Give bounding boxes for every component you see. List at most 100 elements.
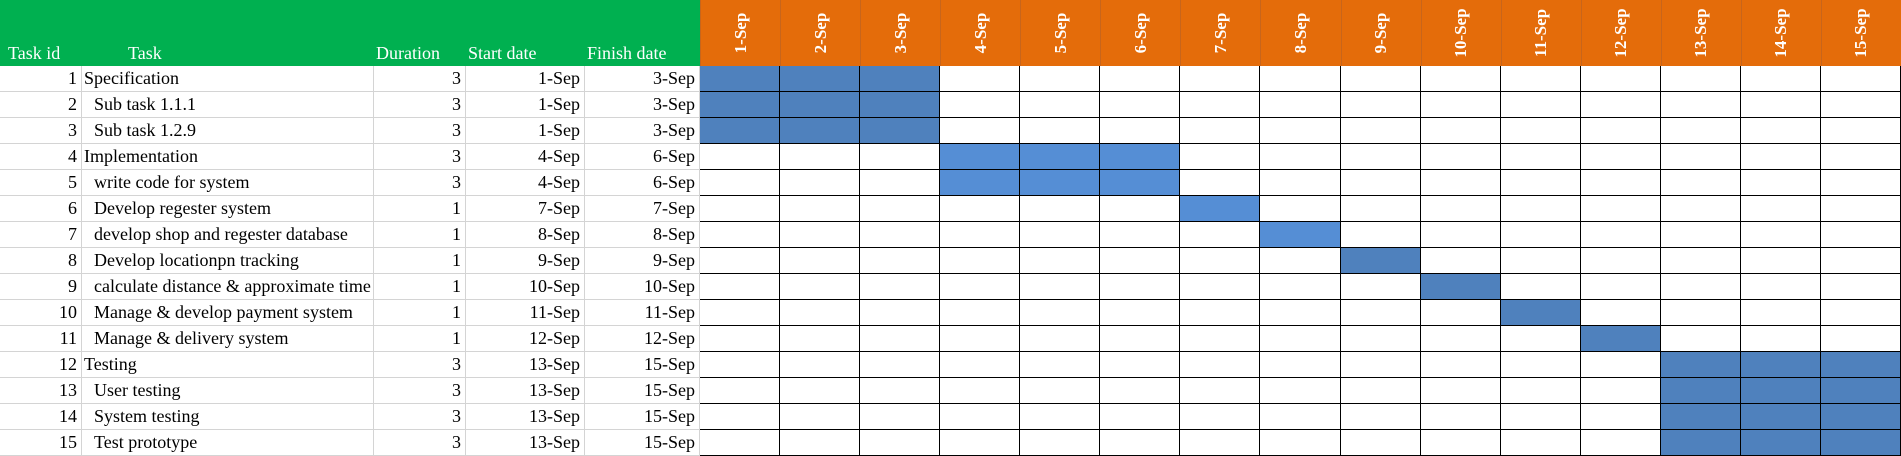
grid-cell[interactable] — [860, 404, 941, 430]
grid-cell[interactable] — [940, 248, 1021, 274]
task-name-cell[interactable]: Develop locationpn tracking — [82, 248, 374, 274]
grid-cell[interactable] — [1660, 144, 1741, 170]
task-name-cell[interactable]: Manage & delivery system — [82, 326, 374, 352]
grid-cell[interactable] — [1580, 300, 1661, 326]
grid-cell[interactable] — [1420, 66, 1501, 92]
grid-cell[interactable] — [700, 248, 781, 274]
grid-cell[interactable] — [1660, 326, 1741, 352]
start-date-cell[interactable]: 13-Sep — [466, 430, 585, 456]
grid-cell[interactable] — [1340, 144, 1421, 170]
date-header-cell[interactable]: 1-Sep — [700, 0, 780, 66]
task-name-cell[interactable]: Specification — [82, 66, 374, 92]
task-id-cell[interactable]: 7 — [0, 222, 82, 248]
grid-cell[interactable] — [1820, 66, 1901, 92]
grid-cell[interactable] — [1340, 378, 1421, 404]
grid-cell[interactable] — [700, 144, 781, 170]
grid-cell[interactable] — [780, 248, 861, 274]
grid-cell[interactable] — [1580, 144, 1661, 170]
grid-cell[interactable] — [1580, 118, 1661, 144]
grid-cell[interactable] — [1180, 170, 1261, 196]
grid-cell[interactable] — [1340, 352, 1421, 378]
grid-cell[interactable] — [1420, 170, 1501, 196]
grid-cell[interactable] — [1420, 378, 1501, 404]
grid-cell[interactable] — [1580, 170, 1661, 196]
grid-cell[interactable] — [700, 326, 781, 352]
start-date-cell[interactable]: 11-Sep — [466, 300, 585, 326]
grid-cell[interactable] — [1100, 274, 1181, 300]
grid-cell[interactable] — [1580, 248, 1661, 274]
start-date-cell[interactable]: 4-Sep — [466, 144, 585, 170]
grid-cell[interactable] — [1660, 222, 1741, 248]
grid-cell[interactable] — [860, 352, 941, 378]
gantt-bar[interactable] — [700, 66, 781, 92]
grid-cell[interactable] — [1100, 352, 1181, 378]
grid-cell[interactable] — [1180, 66, 1261, 92]
grid-cell[interactable] — [1740, 118, 1821, 144]
grid-cell[interactable] — [1660, 118, 1741, 144]
grid-cell[interactable] — [1180, 326, 1261, 352]
grid-cell[interactable] — [1260, 326, 1341, 352]
task-name-cell[interactable]: write code for system — [82, 170, 374, 196]
grid-cell[interactable] — [1820, 222, 1901, 248]
task-id-cell[interactable]: 11 — [0, 326, 82, 352]
task-id-cell[interactable]: 14 — [0, 404, 82, 430]
grid-cell[interactable] — [1660, 66, 1741, 92]
finish-date-cell[interactable]: 3-Sep — [585, 92, 700, 118]
grid-cell[interactable] — [1500, 170, 1581, 196]
grid-cell[interactable] — [1740, 274, 1821, 300]
date-header-cell[interactable]: 4-Sep — [940, 0, 1020, 66]
grid-cell[interactable] — [1180, 92, 1261, 118]
grid-cell[interactable] — [860, 170, 941, 196]
gantt-bar[interactable] — [1660, 352, 1741, 378]
grid-cell[interactable] — [700, 196, 781, 222]
gantt-bar[interactable] — [700, 92, 781, 118]
finish-date-cell[interactable]: 12-Sep — [585, 326, 700, 352]
date-header-cell[interactable]: 10-Sep — [1420, 0, 1501, 66]
task-name-cell[interactable]: Implementation — [82, 144, 374, 170]
gantt-bar[interactable] — [780, 66, 861, 92]
grid-cell[interactable] — [1660, 300, 1741, 326]
gantt-bar[interactable] — [1660, 378, 1741, 404]
gantt-bar[interactable] — [1340, 248, 1421, 274]
start-date-cell[interactable]: 9-Sep — [466, 248, 585, 274]
task-id-cell[interactable]: 8 — [0, 248, 82, 274]
gantt-bar[interactable] — [940, 170, 1021, 196]
grid-cell[interactable] — [1340, 196, 1421, 222]
grid-cell[interactable] — [1500, 144, 1581, 170]
grid-cell[interactable] — [1820, 300, 1901, 326]
grid-cell[interactable] — [1660, 274, 1741, 300]
grid-cell[interactable] — [1420, 196, 1501, 222]
start-date-cell[interactable]: 8-Sep — [466, 222, 585, 248]
grid-cell[interactable] — [1500, 222, 1581, 248]
grid-cell[interactable] — [940, 352, 1021, 378]
grid-cell[interactable] — [860, 274, 941, 300]
task-id-cell[interactable]: 3 — [0, 118, 82, 144]
gantt-bar[interactable] — [700, 118, 781, 144]
grid-cell[interactable] — [1260, 144, 1341, 170]
gantt-bar[interactable] — [1180, 196, 1261, 222]
grid-cell[interactable] — [1580, 404, 1661, 430]
grid-cell[interactable] — [1580, 196, 1661, 222]
grid-cell[interactable] — [940, 300, 1021, 326]
grid-cell[interactable] — [1020, 378, 1101, 404]
gantt-bar[interactable] — [860, 66, 941, 92]
start-date-cell[interactable]: 1-Sep — [466, 66, 585, 92]
grid-cell[interactable] — [1820, 274, 1901, 300]
grid-cell[interactable] — [1180, 274, 1261, 300]
grid-cell[interactable] — [1420, 248, 1501, 274]
grid-cell[interactable] — [1020, 118, 1101, 144]
grid-cell[interactable] — [1420, 430, 1501, 456]
grid-cell[interactable] — [1340, 326, 1421, 352]
task-name-cell[interactable]: develop shop and regester database — [82, 222, 374, 248]
grid-cell[interactable] — [1500, 326, 1581, 352]
grid-cell[interactable] — [940, 118, 1021, 144]
grid-cell[interactable] — [1100, 430, 1181, 456]
grid-cell[interactable] — [1180, 222, 1261, 248]
header-start-date[interactable]: Start date — [468, 43, 537, 63]
task-id-cell[interactable]: 5 — [0, 170, 82, 196]
grid-cell[interactable] — [1020, 300, 1101, 326]
grid-cell[interactable] — [1100, 378, 1181, 404]
task-id-cell[interactable]: 9 — [0, 274, 82, 300]
gantt-bar[interactable] — [1420, 274, 1501, 300]
grid-cell[interactable] — [1020, 326, 1101, 352]
